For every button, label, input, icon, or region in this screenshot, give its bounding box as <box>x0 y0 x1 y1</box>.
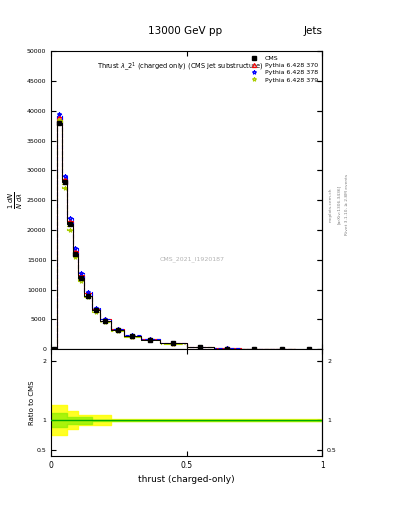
Pythia 6.428 379 <box>171 340 175 347</box>
Pythia 6.428 370 <box>171 340 175 346</box>
CMS <box>79 274 83 281</box>
Line: CMS: CMS <box>52 121 311 351</box>
Pythia 6.428 379 <box>103 319 108 325</box>
Pythia 6.428 379 <box>62 185 67 191</box>
Text: [arXiv:1306.3436]: [arXiv:1306.3436] <box>337 185 341 224</box>
Pythia 6.428 370 <box>79 272 83 278</box>
Pythia 6.428 378 <box>130 332 135 338</box>
Pythia 6.428 378 <box>62 173 67 179</box>
Pythia 6.428 370 <box>68 218 72 224</box>
Pythia 6.428 379 <box>94 309 98 315</box>
Pythia 6.428 370 <box>85 290 90 296</box>
Pythia 6.428 370 <box>279 346 284 352</box>
Pythia 6.428 378 <box>148 335 152 342</box>
Pythia 6.428 379 <box>73 254 78 260</box>
Pythia 6.428 370 <box>51 346 56 352</box>
Pythia 6.428 379 <box>51 346 56 352</box>
Pythia 6.428 379 <box>115 328 120 334</box>
Pythia 6.428 378 <box>79 270 83 276</box>
Text: 13000 GeV pp: 13000 GeV pp <box>148 26 222 36</box>
Line: Pythia 6.428 378: Pythia 6.428 378 <box>52 112 311 351</box>
Pythia 6.428 378 <box>85 289 90 295</box>
CMS <box>171 340 175 346</box>
CMS <box>130 333 135 339</box>
Text: Jets: Jets <box>303 26 322 36</box>
Pythia 6.428 378 <box>73 245 78 251</box>
CMS <box>115 327 120 333</box>
Pythia 6.428 370 <box>103 316 108 323</box>
Pythia 6.428 379 <box>57 117 62 123</box>
Pythia 6.428 370 <box>130 332 135 338</box>
Pythia 6.428 370 <box>225 346 230 352</box>
CMS <box>94 307 98 313</box>
Pythia 6.428 378 <box>68 215 72 221</box>
Pythia 6.428 378 <box>57 111 62 117</box>
CMS <box>198 344 203 350</box>
CMS <box>279 346 284 352</box>
Pythia 6.428 379 <box>225 346 230 352</box>
Pythia 6.428 378 <box>306 346 311 352</box>
Pythia 6.428 378 <box>252 346 257 352</box>
Y-axis label: $\frac{1}{N}\frac{dN}{d\lambda}$: $\frac{1}{N}\frac{dN}{d\lambda}$ <box>7 191 25 209</box>
CMS <box>73 251 78 257</box>
CMS <box>68 221 72 227</box>
Pythia 6.428 370 <box>62 176 67 182</box>
Pythia 6.428 379 <box>279 346 284 352</box>
CMS <box>57 120 62 126</box>
Text: CMS_2021_I1920187: CMS_2021_I1920187 <box>160 256 224 262</box>
Pythia 6.428 370 <box>94 306 98 312</box>
Line: Pythia 6.428 379: Pythia 6.428 379 <box>52 118 311 351</box>
X-axis label: thrust (charged-only): thrust (charged-only) <box>138 475 235 484</box>
CMS <box>62 179 67 185</box>
Text: Thrust $\lambda\_2^1$ (charged only) (CMS jet substructure): Thrust $\lambda\_2^1$ (charged only) (CM… <box>97 60 264 73</box>
Pythia 6.428 379 <box>79 278 83 284</box>
CMS <box>148 336 152 343</box>
Pythia 6.428 378 <box>115 326 120 332</box>
Text: Rivet 3.1.10, ≥ 2.8M events: Rivet 3.1.10, ≥ 2.8M events <box>345 174 349 236</box>
CMS <box>51 346 56 352</box>
CMS <box>306 346 311 352</box>
Pythia 6.428 379 <box>130 334 135 340</box>
Line: Pythia 6.428 370: Pythia 6.428 370 <box>52 115 311 351</box>
CMS <box>103 317 108 324</box>
Pythia 6.428 370 <box>252 346 257 352</box>
Pythia 6.428 378 <box>198 344 203 350</box>
Pythia 6.428 378 <box>94 305 98 311</box>
Pythia 6.428 379 <box>252 346 257 352</box>
Y-axis label: Ratio to CMS: Ratio to CMS <box>29 380 35 425</box>
Pythia 6.428 378 <box>171 339 175 346</box>
Pythia 6.428 379 <box>68 227 72 233</box>
CMS <box>85 292 90 298</box>
Text: mcplots.cern.ch: mcplots.cern.ch <box>328 187 332 222</box>
Pythia 6.428 379 <box>85 294 90 301</box>
Legend: CMS, Pythia 6.428 370, Pythia 6.428 378, Pythia 6.428 379: CMS, Pythia 6.428 370, Pythia 6.428 378,… <box>245 54 319 84</box>
Pythia 6.428 378 <box>51 346 56 352</box>
Pythia 6.428 370 <box>148 336 152 342</box>
CMS <box>225 346 230 352</box>
Pythia 6.428 378 <box>103 315 108 322</box>
Pythia 6.428 378 <box>225 346 230 352</box>
Pythia 6.428 370 <box>57 114 62 120</box>
Pythia 6.428 379 <box>148 337 152 343</box>
CMS <box>252 346 257 352</box>
Pythia 6.428 370 <box>198 344 203 350</box>
Pythia 6.428 370 <box>115 326 120 332</box>
Pythia 6.428 370 <box>306 346 311 352</box>
Pythia 6.428 379 <box>198 344 203 350</box>
Pythia 6.428 379 <box>306 346 311 352</box>
Pythia 6.428 370 <box>73 248 78 254</box>
Pythia 6.428 378 <box>279 346 284 352</box>
